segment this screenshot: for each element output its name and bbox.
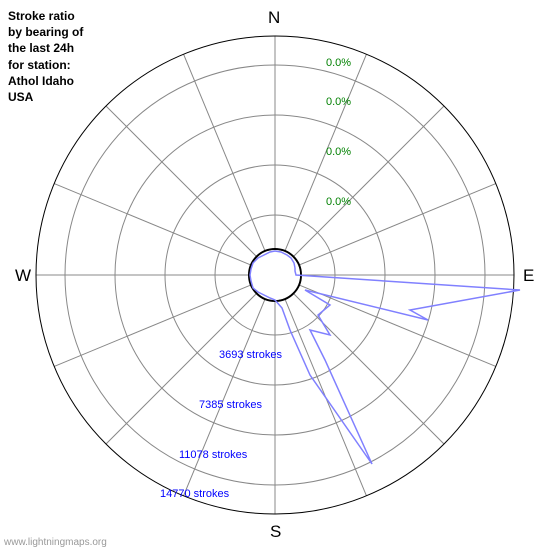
compass-west: W bbox=[15, 266, 31, 286]
stroke-label: 7385 strokes bbox=[199, 399, 262, 411]
title-line: Stroke ratio bbox=[8, 8, 83, 24]
compass-north: N bbox=[268, 8, 280, 28]
title-line: USA bbox=[8, 89, 83, 105]
title-line: for station: bbox=[8, 57, 83, 73]
stroke-label: 11078 strokes bbox=[179, 449, 247, 461]
percent-label: 0.0% bbox=[326, 96, 351, 108]
attribution-text: www.lightningmaps.org bbox=[4, 537, 107, 548]
percent-label: 0.0% bbox=[326, 146, 351, 158]
stroke-label: 3693 strokes bbox=[219, 349, 282, 361]
title-line: by bearing of bbox=[8, 24, 83, 40]
title-line: Athol Idaho bbox=[8, 73, 83, 89]
percent-label: 0.0% bbox=[326, 196, 351, 208]
compass-east: E bbox=[523, 266, 534, 286]
compass-south: S bbox=[270, 522, 281, 542]
chart-title: Stroke ratio by bearing of the last 24h … bbox=[8, 8, 83, 105]
stroke-label: 14770 strokes bbox=[160, 488, 229, 500]
percent-label: 0.0% bbox=[326, 57, 351, 69]
title-line: the last 24h bbox=[8, 40, 83, 56]
